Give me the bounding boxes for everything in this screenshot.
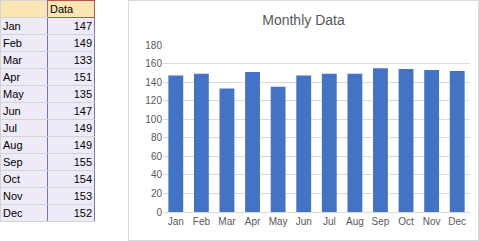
html-text:151: 151 [73,71,92,83]
svg-text:140: 140 [145,77,162,88]
svg-text:Apr: Apr [245,216,261,227]
svg-text:0: 0 [156,207,162,218]
html-text:Jul: Jul [3,122,18,134]
svg-text:40: 40 [151,169,163,180]
html-text:Nov: Nov [3,190,23,202]
html-text:Mar: Mar [3,54,22,66]
html-text:Apr: Apr [3,71,21,83]
html-text:Oct: Oct [3,173,21,185]
svg-text:Aug: Aug [346,216,364,227]
svg-text:Jan: Jan [168,216,184,227]
html-text:Data: Data [50,3,74,15]
html-text:Jan: Jan [3,20,21,32]
html-text:153: 153 [73,190,92,202]
html-text:Jun: Jun [3,105,21,117]
svg-text:160: 160 [145,58,162,69]
html-text:147: 147 [73,105,92,117]
svg-text:80: 80 [151,132,163,143]
html-text:152: 152 [73,207,92,219]
svg-text:Jul: Jul [323,216,336,227]
svg-text:100: 100 [145,114,162,125]
svg-text:Sep: Sep [372,216,390,227]
svg-text:180: 180 [145,40,162,51]
html-text:May: May [3,88,24,100]
svg-text:20: 20 [151,188,163,199]
svg-text:Monthly Data: Monthly Data [262,12,345,28]
html-text:Feb: Feb [3,37,22,49]
svg-text:Mar: Mar [218,216,236,227]
html-text:135: 135 [73,88,92,100]
svg-text:May: May [269,216,288,227]
html-text:155: 155 [73,156,92,168]
html-text:149: 149 [73,139,92,151]
svg-text:Jun: Jun [296,216,312,227]
html-text:149: 149 [73,37,92,49]
html-text:147: 147 [73,20,92,32]
html-text:Dec: Dec [3,207,23,219]
svg-text:Nov: Nov [423,216,441,227]
html-text:154: 154 [73,173,92,185]
html-text:Sep: Sep [3,156,23,168]
html-text:133: 133 [73,54,92,66]
svg-text:Feb: Feb [193,216,211,227]
html-text:Aug: Aug [3,139,23,151]
svg-text:Dec: Dec [448,216,466,227]
svg-text:60: 60 [151,151,163,162]
html-text:149: 149 [73,122,92,134]
svg-text:Oct: Oct [398,216,414,227]
svg-text:120: 120 [145,95,162,106]
